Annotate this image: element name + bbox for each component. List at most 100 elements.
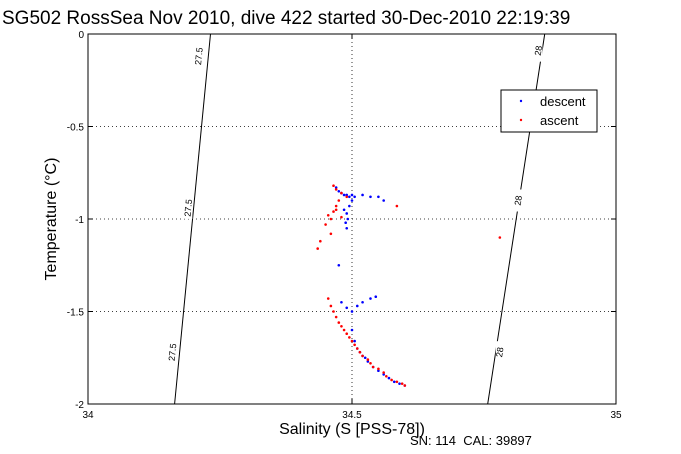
ascent-point <box>377 367 380 371</box>
contour-label-background <box>194 45 203 68</box>
descent-point <box>342 208 346 212</box>
ascent-point <box>329 217 333 221</box>
descent-point <box>353 339 356 343</box>
ascent-point <box>334 315 338 319</box>
x-tick-label: 34.5 <box>342 410 362 421</box>
y-axis-label: Temperature (°C) <box>43 158 60 281</box>
ascent-point <box>371 365 375 369</box>
ascent-point <box>319 239 322 243</box>
descent-point <box>345 212 349 215</box>
ascent-point <box>355 347 359 350</box>
descent-point <box>350 199 354 202</box>
ascent-point <box>326 297 330 300</box>
x-tick-label: 34 <box>82 410 94 421</box>
ascent-point <box>332 210 335 213</box>
descent-point <box>392 380 396 384</box>
descent-point <box>361 193 364 197</box>
ascent-point <box>369 362 372 365</box>
ascent-point <box>324 223 327 226</box>
chart-title: SG502 RossSea Nov 2010, dive 422 started… <box>2 8 570 29</box>
descent-point <box>350 328 354 332</box>
ascent-point <box>498 236 502 239</box>
ascent-point <box>353 343 356 347</box>
density-contours: 27.5 27.5 27.5 28 28 28 <box>167 33 546 405</box>
descent-point <box>369 297 372 300</box>
descent-point <box>345 226 349 230</box>
ascent-point <box>382 371 385 374</box>
ascent-point <box>329 304 333 308</box>
descent-point <box>382 373 385 376</box>
contour-label-background <box>495 341 504 364</box>
descent-point <box>340 300 343 304</box>
descent-point <box>355 304 359 308</box>
ascent-point <box>390 378 393 382</box>
ascent-point <box>340 325 343 328</box>
ascent-point <box>395 204 399 208</box>
descent-point <box>398 382 401 385</box>
axis-ticks: 34 34.5 35 0 -0.5 -1 -1.5 -2 <box>67 30 622 421</box>
contour-line-27-5 <box>174 33 211 405</box>
x-axis-label: Salinity (S [PSS-78]) <box>279 421 425 438</box>
ascent-point <box>326 214 330 217</box>
descent-point <box>350 310 354 313</box>
ascent-point <box>340 215 343 219</box>
contour-label-background <box>514 189 523 212</box>
descent-point <box>363 356 367 360</box>
contour-label: 27.5 <box>167 343 179 361</box>
ascent-point <box>342 328 346 332</box>
descent-point <box>374 295 378 299</box>
legend-label-descent: descent <box>540 94 586 109</box>
descent-point <box>346 217 350 221</box>
descent-point <box>348 204 351 208</box>
data-points <box>316 184 502 387</box>
y-tick-label: -1 <box>75 215 84 226</box>
ascent-point <box>350 339 354 343</box>
descent-point <box>366 360 370 363</box>
legend: descent ascent <box>500 89 598 133</box>
legend-marker-descent <box>519 99 523 103</box>
contour-label: 27.5 <box>193 47 205 65</box>
ascent-point <box>348 336 351 339</box>
descent-point <box>350 193 354 197</box>
ascent-point <box>358 350 362 354</box>
ascent-point <box>366 358 370 361</box>
descent-point <box>369 195 372 199</box>
legend-box <box>500 89 598 133</box>
ascent-point <box>332 310 335 313</box>
y-tick-label: -2 <box>75 400 84 411</box>
descent-point <box>361 300 364 304</box>
ascent-point <box>403 384 407 387</box>
ascent-point <box>385 374 388 378</box>
descent-point <box>345 193 349 197</box>
descent-point <box>377 195 380 199</box>
ascent-point <box>316 247 319 250</box>
descent-point <box>387 376 391 380</box>
contour-label-background <box>184 196 193 219</box>
legend-label-ascent: ascent <box>540 113 579 128</box>
descent-point <box>334 186 338 189</box>
descent-point <box>344 221 347 224</box>
ascent-point <box>332 184 335 187</box>
ascent-point <box>337 321 341 324</box>
contour-label-background <box>534 39 543 62</box>
contour-label: 28 <box>494 346 505 357</box>
descent-point <box>377 369 380 373</box>
ascent-point <box>345 332 349 336</box>
y-tick-label: -0.5 <box>67 123 85 134</box>
legend-marker-ascent <box>519 118 523 122</box>
ascent-point <box>334 204 338 208</box>
ascent-point <box>400 382 404 385</box>
ascent-point <box>337 199 341 202</box>
footnote-serial-cal: SN: 114 CAL: 39897 <box>410 433 532 448</box>
descent-point <box>345 306 349 310</box>
contour-label: 28 <box>533 45 544 56</box>
ascent-point <box>329 232 333 236</box>
ascent-point <box>345 195 349 199</box>
descent-point <box>353 195 356 199</box>
contour-label: 27.5 <box>182 199 194 217</box>
descent-point <box>342 193 346 197</box>
x-tick-label: 35 <box>610 410 622 421</box>
descent-point <box>337 263 341 267</box>
